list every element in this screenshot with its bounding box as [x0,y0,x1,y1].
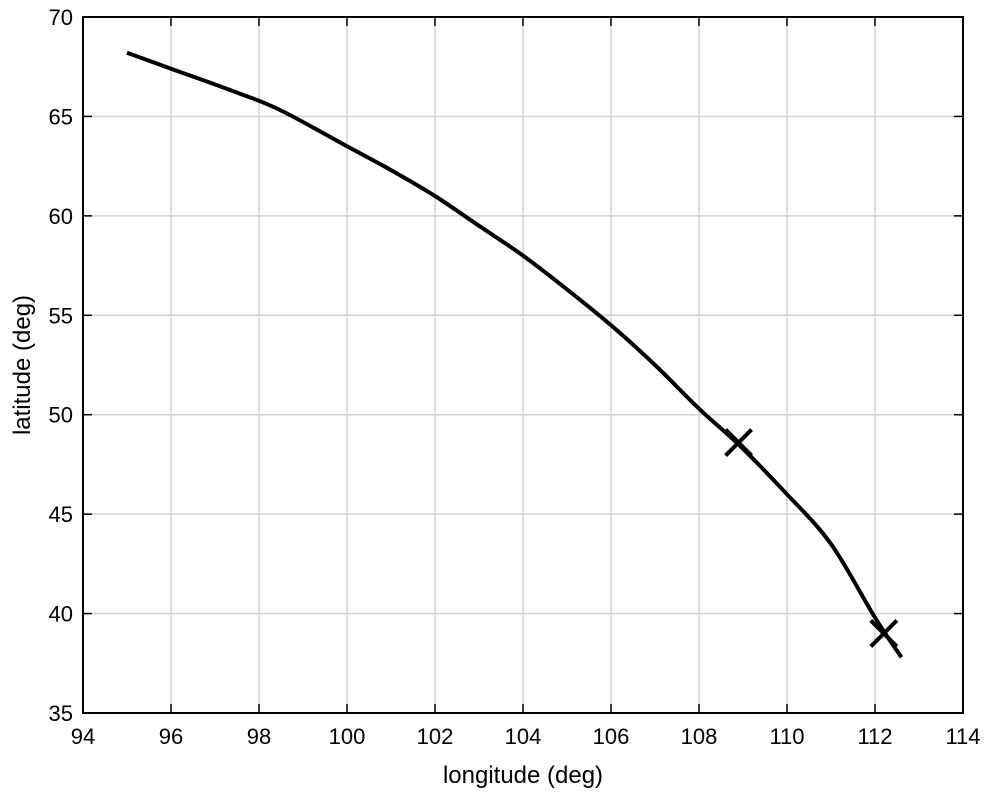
y-tick-label: 60 [49,204,73,229]
grid [83,17,963,713]
x-tick-label: 102 [417,724,454,749]
y-tick-label: 45 [49,502,73,527]
x-tick-label: 98 [247,724,271,749]
x-tick-label: 112 [857,724,892,749]
y-tick-labels: 35 40 45 50 55 60 65 70 [49,5,73,726]
x-tick-label: 106 [593,724,630,749]
x-tick-labels: 94 96 98 100 102 104 106 108 110 112 114 [71,724,981,749]
x-axis-label: longitude (deg) [443,762,603,789]
tick-marks [82,16,964,714]
series-line [126,50,904,659]
x-tick-label: 114 [945,724,980,749]
y-tick-label: 50 [49,403,73,428]
x-marker [724,428,754,457]
x-tick-label: 94 [71,724,95,749]
x-marker [869,619,899,648]
y-tick-label: 65 [49,104,73,129]
y-tick-label: 35 [49,701,73,726]
x-tick-label: 108 [681,724,718,749]
x-tick-label: 110 [769,724,804,749]
x-tick-label: 96 [159,724,183,749]
y-tick-label: 55 [49,303,73,328]
x-tick-label: 100 [329,724,366,749]
y-tick-label: 40 [49,602,73,627]
y-axis-label: latitude (deg) [9,295,36,435]
markers-layer [724,428,899,648]
x-tick-label: 104 [505,724,542,749]
series-layer [126,50,904,659]
y-tick-label: 70 [49,5,73,30]
